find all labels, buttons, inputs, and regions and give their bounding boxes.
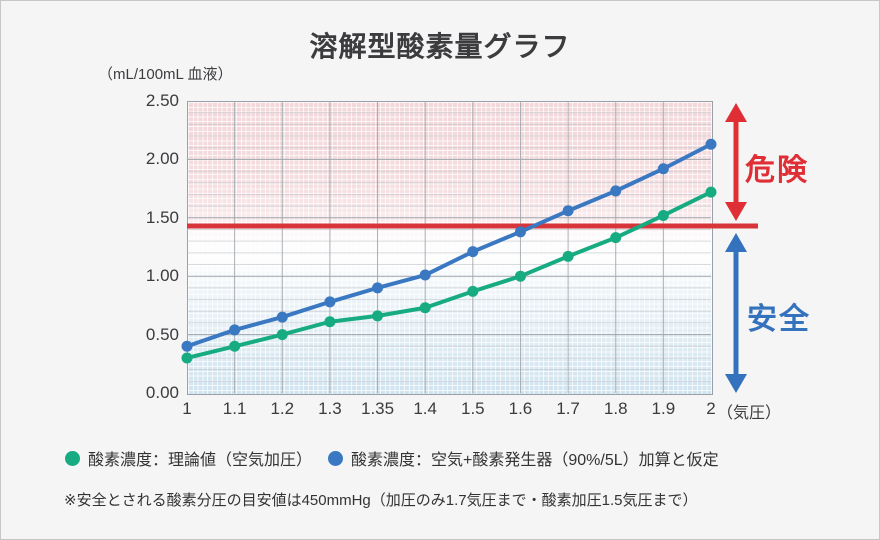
blue-dot-icon (328, 450, 344, 466)
chart-title: 溶解型酸素量グラフ (309, 32, 571, 63)
x-tick-label: 1.5 (460, 399, 485, 418)
plot-area (187, 101, 713, 395)
x-axis-unit-label: （気圧） (717, 405, 782, 422)
safe-zone-label: 安全 (747, 303, 811, 336)
y-tick-label: 2.00 (145, 149, 179, 169)
y-tick-label: 0.50 (145, 324, 179, 344)
x-tick-label: 1.2 (270, 399, 295, 418)
x-tick-label: 1.4 (413, 399, 437, 418)
y-tick-label: 1.50 (145, 207, 179, 227)
x-tick-label: 2 (706, 399, 716, 418)
safety-footnote: ※安全とされる酸素分圧の目安値は450mmHg（加圧のみ1.7気圧まで・酸素加圧… (64, 492, 698, 509)
y-axis-unit-label: （mL/100mL 血液） (98, 66, 233, 83)
chart-legend: 酸素濃度：理論値（空気加圧） 酸素濃度：空気+酸素発生器（90%/5L）加算と仮… (65, 446, 719, 470)
legend-item-label: 酸素濃度：理論値（空気加圧） (88, 452, 313, 469)
danger-zone-label: 危険 (745, 154, 809, 187)
x-tick-label: 1.6 (508, 399, 533, 418)
y-tick-label: 2.50 (145, 91, 179, 110)
x-tick-label: 1 (182, 399, 192, 418)
y-axis-ticks: 0.00 0.50 1.00 1.50 2.00 2.50 (109, 91, 179, 402)
legend-item-theoretical: 酸素濃度：理論値（空気加圧） (65, 446, 312, 470)
x-tick-label: 1.7 (556, 399, 580, 418)
y-tick-label: 0.00 (145, 383, 179, 402)
legend-item-oxygen-generator: 酸素濃度：空気+酸素発生器（90%/5L）加算と仮定 (328, 446, 719, 470)
y-tick-label: 1.00 (145, 266, 179, 286)
x-tick-label: 1.35 (360, 399, 395, 418)
x-tick-label: 1.9 (651, 399, 676, 418)
green-dot-icon (65, 450, 80, 466)
x-axis-ticks: 1 1.1 1.2 1.3 1.35 1.4 1.5 1.6 1.7 1.8 1.9 2 (182, 399, 715, 423)
chart-graphics (181, 101, 758, 393)
x-tick-label: 1.1 (222, 399, 247, 418)
x-tick-label: 1.3 (318, 399, 342, 418)
x-tick-label: 1.8 (603, 399, 628, 418)
legend-item-label: 酸素濃度：空気+酸素発生器（90%/5L）加算と仮定 (351, 452, 719, 469)
